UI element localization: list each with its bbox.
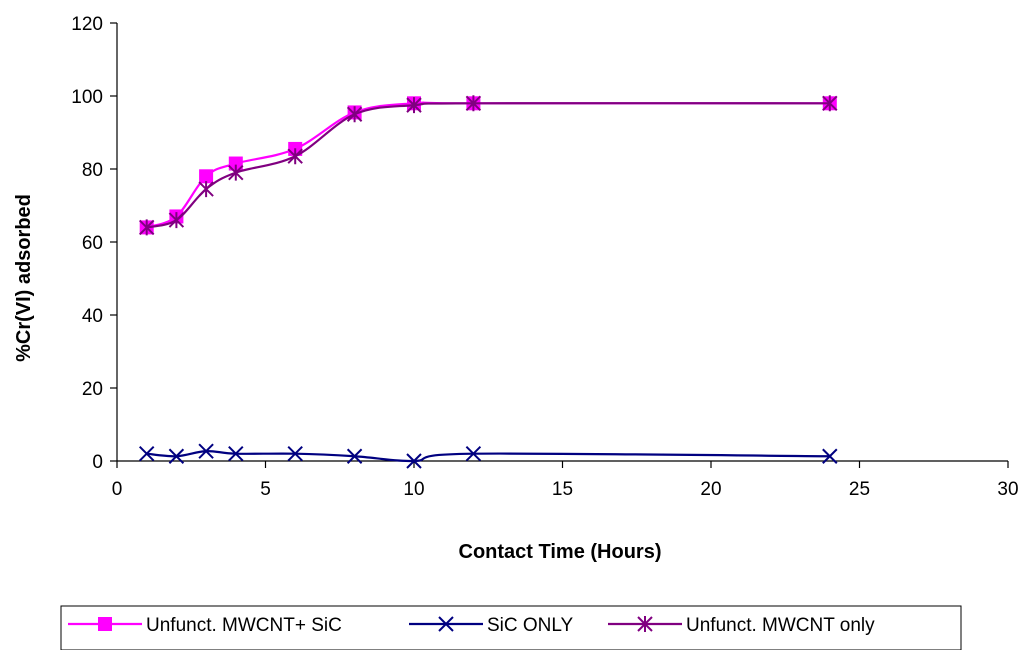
data-point	[822, 448, 838, 464]
series-line	[146, 102, 830, 229]
x-tick-label: 30	[997, 479, 1018, 500]
legend-label: Unfunct. MWCNT only	[686, 615, 875, 636]
legend-item-3: Unfunct. MWCNT only	[608, 615, 875, 636]
data-point	[465, 95, 482, 112]
series-line	[146, 450, 830, 463]
data-point	[168, 448, 185, 464]
square-marker	[98, 617, 112, 631]
data-point	[138, 445, 155, 462]
x-marker	[228, 445, 244, 462]
series-line	[146, 101, 830, 229]
series-1	[139, 96, 837, 235]
x-marker	[138, 445, 155, 462]
data-point	[346, 106, 363, 123]
axes: 0 20 40 60 80 100 120 0 5 10 15 20 25 30	[71, 14, 1018, 500]
data-point	[168, 212, 185, 229]
x-tick-label: 5	[260, 479, 271, 500]
y-tick-label: 0	[92, 452, 103, 473]
y-tick-label: 40	[82, 306, 103, 327]
star-marker	[637, 616, 653, 632]
data-point	[346, 448, 363, 464]
data-point	[406, 453, 422, 469]
data-point	[228, 156, 243, 171]
x-tick-label: 25	[849, 479, 870, 500]
data-point	[198, 443, 214, 459]
star-marker	[198, 181, 214, 198]
x-marker	[198, 443, 214, 459]
star-marker	[168, 212, 185, 229]
x-tick-label: 20	[700, 479, 721, 500]
x-tick-label: 0	[112, 479, 123, 500]
data-point	[287, 445, 303, 462]
x-axis-title: Contact Time (Hours)	[459, 541, 662, 563]
y-tick-label: 60	[82, 233, 103, 254]
square-marker	[199, 169, 214, 184]
legend-label: SiC ONLY	[487, 615, 574, 636]
data-point	[406, 97, 422, 114]
legend-marker	[438, 616, 454, 632]
legend-marker	[637, 616, 653, 632]
legend-box	[60, 605, 962, 650]
square-marker	[228, 156, 243, 171]
y-tick-label: 80	[82, 160, 103, 181]
star-marker	[287, 148, 303, 165]
data-point	[138, 219, 155, 236]
star-marker	[406, 97, 422, 114]
star-marker	[346, 106, 363, 123]
x-marker	[438, 616, 454, 632]
star-marker	[465, 95, 482, 112]
data-point	[198, 181, 214, 198]
data-point	[822, 95, 838, 112]
data-point	[199, 169, 214, 184]
data-point	[287, 148, 303, 165]
y-axis-title: %Cr(VI) adsorbed	[13, 194, 35, 362]
x-tick-label: 15	[552, 479, 573, 500]
legend-item-1: Unfunct. MWCNT+ SiC	[68, 615, 342, 636]
x-marker	[346, 448, 363, 464]
x-marker	[168, 448, 185, 464]
y-tick-label: 100	[71, 87, 103, 108]
x-marker	[406, 453, 422, 469]
data-point	[228, 164, 244, 181]
star-marker	[822, 95, 838, 112]
y-tick-label: 20	[82, 379, 103, 400]
x-tick-label: 10	[403, 479, 424, 500]
star-marker	[228, 164, 244, 181]
legend-item-2: SiC ONLY	[409, 615, 574, 636]
x-marker	[287, 445, 303, 462]
series-layer	[138, 95, 838, 469]
data-point	[465, 445, 482, 462]
series-3	[138, 95, 838, 236]
legend-marker	[98, 617, 112, 631]
legend: Unfunct. MWCNT+ SiC SiC ONLY Unfunct. MWCN…	[60, 605, 962, 650]
y-tick-label: 120	[71, 14, 103, 35]
x-marker	[822, 448, 838, 464]
series-2	[138, 443, 838, 469]
legend-label: Unfunct. MWCNT+ SiC	[146, 615, 342, 636]
data-point	[228, 445, 244, 462]
x-marker	[465, 445, 482, 462]
star-marker	[138, 219, 155, 236]
